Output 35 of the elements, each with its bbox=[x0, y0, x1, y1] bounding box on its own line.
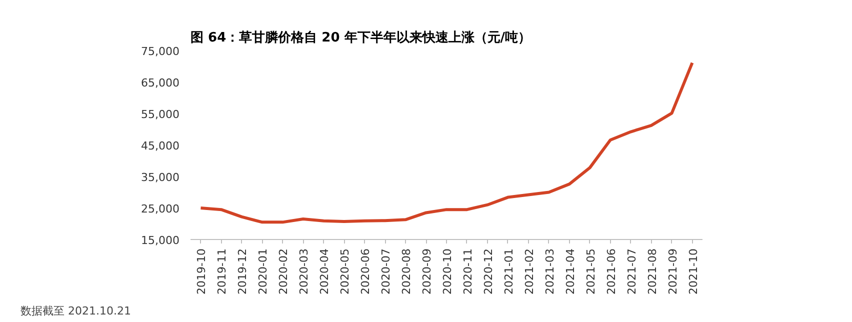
x-tick-label: 2021-10 bbox=[686, 248, 700, 294]
x-tick-label: 2021-04 bbox=[564, 248, 577, 294]
x-tick-label: 2020-02 bbox=[277, 248, 290, 294]
x-tick-label: 2020-12 bbox=[482, 248, 495, 294]
x-tick-label: 2020-07 bbox=[380, 248, 393, 294]
x-tick-label: 2020-06 bbox=[359, 248, 372, 294]
y-tick-label: 15,000 bbox=[141, 234, 180, 247]
y-tick-label: 55,000 bbox=[141, 108, 180, 121]
x-tick-label: 2019-11 bbox=[216, 248, 229, 294]
x-tick-label: 2020-04 bbox=[318, 248, 332, 294]
x-tick-label: 2020-11 bbox=[461, 248, 474, 294]
text: 数据截至 2021.10.21 bbox=[20, 304, 131, 318]
x-tick-label: 2021-02 bbox=[522, 248, 536, 294]
line-series bbox=[199, 61, 694, 224]
y-tick-label: 35,000 bbox=[141, 171, 180, 184]
x-tick-label: 2020-01 bbox=[256, 248, 270, 294]
x-tick-label: 2019-12 bbox=[236, 248, 250, 294]
y-tick-label: 65,000 bbox=[141, 76, 180, 90]
x-tick-label: 2020-03 bbox=[298, 248, 311, 294]
x-tick-label: 2020-09 bbox=[420, 248, 434, 294]
x-tick-label: 2020-10 bbox=[441, 248, 454, 294]
x-tick-label: 2021-07 bbox=[625, 248, 638, 294]
y-tick-label: 45,000 bbox=[141, 140, 180, 152]
x-tick-label: 2021-08 bbox=[646, 248, 659, 294]
x-tick-label: 2020-08 bbox=[400, 248, 414, 294]
x-tick-label: 2020-05 bbox=[338, 248, 352, 294]
chart-title: 图 64：草甘膦价格自 20 年下半年以来快速上涨（元/吨） bbox=[190, 30, 532, 46]
x-tick-label: 2021-01 bbox=[502, 248, 516, 294]
x-tick-label: 2021-06 bbox=[604, 248, 618, 294]
x-tick-label: 2021-03 bbox=[543, 248, 556, 294]
y-tick-label: 75,000 bbox=[141, 45, 180, 58]
x-tick-label: 2021-09 bbox=[666, 248, 680, 294]
y-tick-label: 25,000 bbox=[141, 202, 180, 216]
x-tick-label: 2019-10 bbox=[195, 248, 208, 294]
x-tick-label: 2021-05 bbox=[584, 248, 598, 294]
